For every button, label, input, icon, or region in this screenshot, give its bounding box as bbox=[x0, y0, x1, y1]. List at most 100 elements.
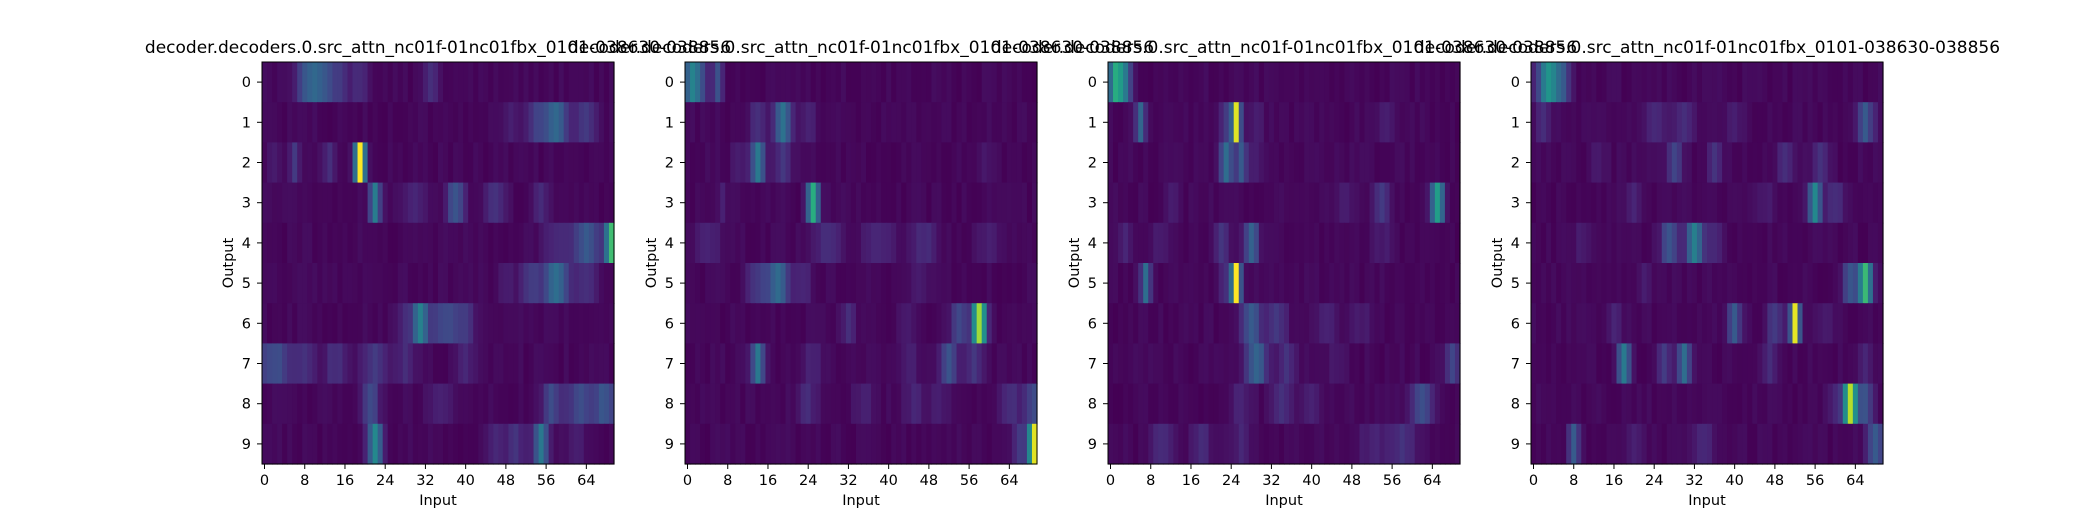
heatmap-cell bbox=[1026, 102, 1033, 143]
heatmap-cell bbox=[1671, 263, 1678, 304]
heatmap-cell bbox=[352, 303, 359, 344]
heatmap-cell bbox=[981, 222, 988, 264]
heatmap-cell bbox=[855, 423, 862, 465]
heatmap-cell bbox=[498, 222, 504, 264]
heatmap-cell bbox=[412, 423, 419, 465]
heatmap-cell bbox=[1621, 303, 1628, 344]
heatmap-cell bbox=[1551, 102, 1557, 143]
heatmap-cell bbox=[1531, 182, 1537, 224]
heatmap-cell bbox=[598, 423, 605, 465]
heatmap-cell bbox=[1304, 182, 1310, 224]
heatmap-cell bbox=[1621, 182, 1628, 224]
heatmap-cell bbox=[1747, 423, 1753, 465]
heatmap-cell bbox=[1314, 383, 1320, 425]
heatmap-cell bbox=[1424, 303, 1431, 344]
heatmap-cell bbox=[397, 303, 404, 344]
heatmap-cell bbox=[588, 263, 595, 304]
heatmap-cell bbox=[508, 383, 515, 425]
heatmap-cell bbox=[1807, 303, 1814, 344]
heatmap-cell bbox=[1707, 303, 1713, 344]
heatmap-cell bbox=[1686, 142, 1693, 184]
heatmap-cell bbox=[871, 383, 877, 425]
heatmap-cell bbox=[815, 343, 822, 385]
heatmap-cell bbox=[956, 263, 963, 304]
heatmap-cell bbox=[1872, 142, 1879, 184]
heatmap-cell bbox=[986, 263, 993, 304]
heatmap-cell bbox=[1429, 62, 1436, 103]
heatmap-cell bbox=[1419, 62, 1426, 103]
heatmap-cell bbox=[312, 343, 318, 385]
heatmap-cell bbox=[548, 343, 555, 385]
heatmap-cell bbox=[1188, 423, 1195, 465]
heatmap-cell bbox=[1248, 263, 1255, 304]
heatmap-cell bbox=[367, 62, 374, 103]
heatmap-cell bbox=[1616, 182, 1623, 224]
heatmap-cell bbox=[695, 423, 701, 465]
heatmap-cell bbox=[1722, 423, 1728, 465]
heatmap-cell bbox=[322, 222, 328, 264]
heatmap-cell bbox=[1666, 303, 1673, 344]
heatmap-cell bbox=[1807, 62, 1814, 103]
heatmap-cell bbox=[1812, 343, 1819, 385]
heatmap-cell bbox=[1737, 182, 1743, 224]
heatmap-cell bbox=[342, 102, 349, 143]
heatmap-cell bbox=[262, 182, 268, 224]
heatmap-cell bbox=[267, 343, 273, 385]
heatmap-cell bbox=[1263, 62, 1270, 103]
heatmap-cell bbox=[1782, 182, 1789, 224]
heatmap-cell bbox=[1188, 102, 1195, 143]
heatmap-cell bbox=[267, 142, 273, 184]
heatmap-cell bbox=[805, 182, 812, 224]
heatmap-cell bbox=[1016, 383, 1023, 425]
heatmap-cell bbox=[1449, 423, 1456, 465]
heatmap-cell bbox=[1857, 102, 1864, 143]
heatmap-cell bbox=[593, 303, 600, 344]
heatmap-cell bbox=[1631, 423, 1638, 465]
heatmap-cell bbox=[705, 263, 711, 304]
heatmap-cell bbox=[412, 102, 419, 143]
heatmap-cell bbox=[337, 222, 344, 264]
heatmap-cell bbox=[1717, 383, 1723, 425]
heatmap-cell bbox=[1198, 142, 1205, 184]
heatmap-cell bbox=[1339, 423, 1345, 465]
heatmap-cell bbox=[1596, 102, 1602, 143]
heatmap-cell bbox=[1656, 222, 1663, 264]
heatmap-cell bbox=[292, 142, 298, 184]
heatmap-cell bbox=[951, 182, 958, 224]
heatmap-cell bbox=[377, 142, 384, 184]
heatmap-cell bbox=[1026, 423, 1033, 465]
heatmap-cell bbox=[538, 222, 545, 264]
y-tick-label: 3 bbox=[1088, 196, 1097, 212]
heatmap-cell bbox=[1444, 423, 1451, 465]
heatmap-cell bbox=[1168, 102, 1174, 143]
heatmap-cell bbox=[830, 222, 837, 264]
heatmap-cell bbox=[1827, 62, 1834, 103]
heatmap-cell bbox=[1449, 182, 1456, 224]
heatmap-cell bbox=[422, 303, 429, 344]
heatmap-cell bbox=[1379, 222, 1386, 264]
heatmap-cell bbox=[901, 222, 907, 264]
heatmap-cell bbox=[1006, 222, 1013, 264]
heatmap-cell bbox=[1001, 263, 1008, 304]
heatmap-cell bbox=[750, 222, 756, 264]
heatmap-cell bbox=[372, 263, 379, 304]
x-tick-label: 32 bbox=[416, 473, 434, 489]
heatmap-cell bbox=[1258, 303, 1265, 344]
heatmap-cell bbox=[588, 182, 595, 224]
heatmap-cell bbox=[1872, 222, 1879, 264]
heatmap-cell bbox=[815, 142, 822, 184]
heatmap-cell bbox=[800, 222, 807, 264]
heatmap-cell bbox=[1681, 263, 1688, 304]
heatmap-cell bbox=[1712, 62, 1718, 103]
heatmap-cell bbox=[1862, 383, 1869, 425]
heatmap-cell bbox=[427, 423, 434, 465]
heatmap-cell bbox=[1314, 142, 1320, 184]
heatmap-cell bbox=[1359, 222, 1366, 264]
heatmap-cell bbox=[342, 263, 349, 304]
heatmap-cell bbox=[453, 102, 459, 143]
heatmap-cell bbox=[1198, 383, 1205, 425]
heatmap-cell bbox=[342, 343, 349, 385]
heatmap-cell bbox=[1329, 343, 1335, 385]
x-tick-label: 16 bbox=[336, 473, 354, 489]
heatmap-cell bbox=[332, 343, 339, 385]
